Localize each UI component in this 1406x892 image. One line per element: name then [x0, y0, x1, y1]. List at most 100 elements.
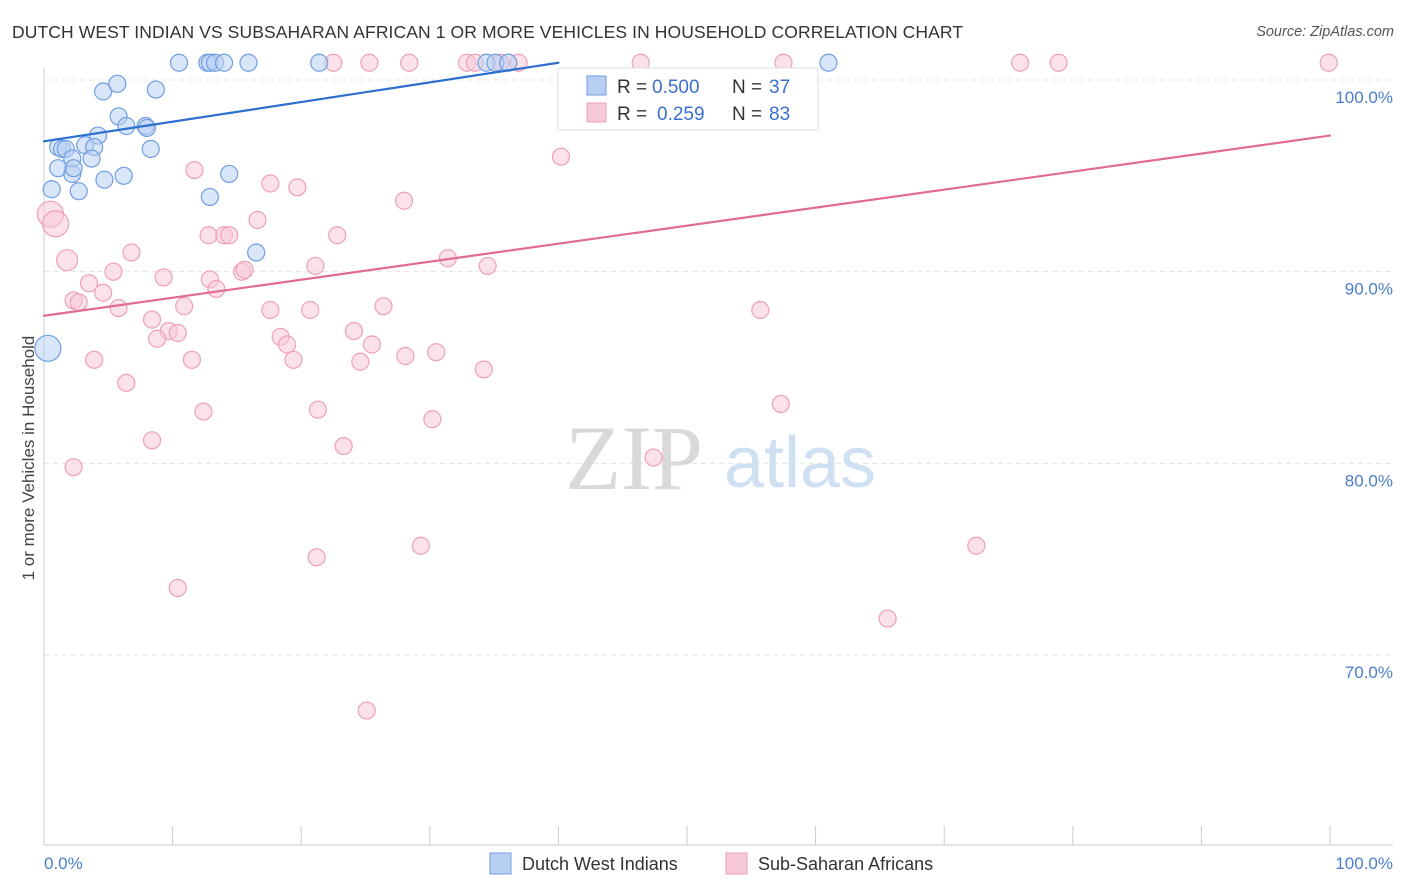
point-dutch-6[interactable] — [310, 53, 329, 72]
point-subsaharan-28[interactable] — [154, 268, 173, 287]
point-dutch-29[interactable] — [64, 159, 83, 178]
point-subsaharan-13[interactable] — [551, 147, 571, 166]
point-subsaharan-31[interactable] — [104, 262, 123, 281]
point-dutch-34[interactable] — [42, 180, 61, 199]
point-subsaharan-75[interactable] — [357, 701, 376, 720]
watermark-atlas: atlas — [724, 423, 876, 503]
point-subsaharan-37[interactable] — [207, 279, 226, 299]
point-subsaharan-48[interactable] — [168, 323, 187, 343]
legend-swatch-subsaharan[interactable] — [725, 852, 748, 875]
point-subsaharan-43[interactable] — [301, 300, 320, 320]
point-subsaharan-24[interactable] — [328, 226, 347, 245]
point-subsaharan-62[interactable] — [771, 394, 790, 414]
point-subsaharan-70[interactable] — [411, 536, 430, 555]
point-subsaharan-9[interactable] — [1010, 53, 1030, 72]
point-dutch-24[interactable] — [141, 139, 160, 159]
point-subsaharan-30[interactable] — [478, 256, 497, 276]
stats-n-value-dutch: 37 — [769, 77, 790, 98]
point-dutch-12[interactable] — [108, 74, 127, 93]
point-subsaharan-51[interactable] — [344, 321, 364, 341]
point-subsaharan-63[interactable] — [194, 402, 213, 421]
point-subsaharan-45[interactable] — [751, 300, 770, 320]
point-subsaharan-10[interactable] — [1049, 53, 1068, 72]
point-subsaharan-66[interactable] — [142, 431, 162, 450]
legend-label-subsaharan[interactable]: Sub-Saharan Africans — [758, 854, 933, 874]
point-dutch-35[interactable] — [200, 187, 219, 207]
stats-n-label-subsaharan: N = — [732, 104, 762, 125]
series-dutch-west-indians — [34, 53, 838, 362]
point-dutch-33[interactable] — [69, 182, 88, 201]
point-subsaharan-68[interactable] — [644, 448, 663, 467]
point-dutch-25[interactable] — [82, 149, 101, 168]
point-subsaharan-49[interactable] — [148, 329, 167, 348]
point-subsaharan-42[interactable] — [261, 300, 280, 320]
stats-swatch-dutch — [586, 75, 607, 96]
watermark-zip: ZIP — [565, 407, 703, 509]
point-subsaharan-21[interactable] — [220, 226, 239, 245]
stats-n-value-subsaharan: 83 — [769, 104, 790, 125]
point-subsaharan-32[interactable] — [79, 274, 99, 293]
point-dutch-0[interactable] — [169, 53, 189, 72]
point-subsaharan-73[interactable] — [168, 578, 187, 598]
point-dutch-11[interactable] — [94, 82, 113, 101]
point-subsaharan-23[interactable] — [248, 210, 267, 230]
point-subsaharan-41[interactable] — [175, 297, 194, 316]
point-subsaharan-61[interactable] — [117, 373, 136, 392]
y-tick-label-100: 100.0% — [1335, 88, 1393, 107]
point-subsaharan-60[interactable] — [474, 360, 493, 379]
point-subsaharan-65[interactable] — [423, 410, 442, 429]
point-dutch-10[interactable] — [819, 53, 838, 72]
point-subsaharan-67[interactable] — [334, 436, 353, 456]
point-dutch-31[interactable] — [95, 170, 114, 189]
stats-box: R = 0.500 N = 37 R = 0.259 N = 83 — [557, 67, 819, 131]
point-dutch-17[interactable] — [137, 118, 156, 138]
point-subsaharan-26[interactable] — [122, 243, 141, 262]
point-subsaharan-71[interactable] — [967, 536, 986, 555]
point-subsaharan-36[interactable] — [235, 260, 254, 279]
point-subsaharan-16[interactable] — [288, 178, 307, 197]
trendline-subsaharan — [42, 134, 1332, 317]
point-subsaharan-11[interactable] — [1319, 53, 1338, 72]
y-tick-label-90: 90.0% — [1345, 280, 1393, 299]
point-subsaharan-44[interactable] — [374, 297, 393, 316]
chart-title: DUTCH WEST INDIAN VS SUBSAHARAN AFRICAN … — [12, 22, 964, 42]
point-dutch-5[interactable] — [239, 53, 258, 72]
point-subsaharan-54[interactable] — [427, 343, 446, 362]
point-subsaharan-2[interactable] — [400, 53, 419, 72]
point-subsaharan-46[interactable] — [142, 310, 162, 329]
point-dutch-4[interactable] — [214, 53, 234, 72]
point-subsaharan-39[interactable] — [69, 293, 88, 312]
point-subsaharan-40[interactable] — [109, 298, 128, 318]
point-dutch-37[interactable] — [34, 334, 62, 362]
point-subsaharan-1[interactable] — [360, 53, 379, 72]
point-subsaharan-55[interactable] — [85, 350, 104, 369]
point-subsaharan-74[interactable] — [878, 609, 897, 628]
point-subsaharan-29[interactable] — [306, 256, 325, 276]
point-subsaharan-25[interactable] — [56, 249, 79, 272]
point-dutch-30[interactable] — [114, 166, 133, 185]
point-subsaharan-69[interactable] — [64, 458, 83, 477]
point-subsaharan-64[interactable] — [308, 400, 328, 419]
point-dutch-32[interactable] — [220, 164, 239, 184]
stats-n-label-dutch: N = — [732, 77, 762, 98]
point-dutch-36[interactable] — [247, 243, 266, 262]
point-subsaharan-53[interactable] — [362, 335, 382, 354]
point-dutch-13[interactable] — [146, 80, 165, 99]
point-subsaharan-19[interactable] — [41, 210, 70, 238]
point-subsaharan-58[interactable] — [351, 352, 370, 371]
grid-layer — [44, 79, 1393, 656]
point-subsaharan-72[interactable] — [307, 548, 326, 567]
point-subsaharan-56[interactable] — [182, 350, 201, 369]
point-subsaharan-14[interactable] — [185, 160, 204, 180]
point-subsaharan-17[interactable] — [394, 191, 414, 210]
point-subsaharan-59[interactable] — [396, 346, 415, 366]
point-subsaharan-15[interactable] — [261, 174, 280, 193]
point-subsaharan-22[interactable] — [199, 226, 218, 245]
point-subsaharan-57[interactable] — [284, 350, 303, 369]
legend-label-dutch[interactable]: Dutch West Indians — [522, 854, 678, 874]
point-dutch-15[interactable] — [117, 116, 136, 136]
point-subsaharan-52[interactable] — [277, 335, 297, 354]
legend-swatch-dutch[interactable] — [489, 852, 512, 875]
point-subsaharan-33[interactable] — [94, 283, 113, 302]
series-sub-saharan-africans — [36, 53, 1338, 720]
